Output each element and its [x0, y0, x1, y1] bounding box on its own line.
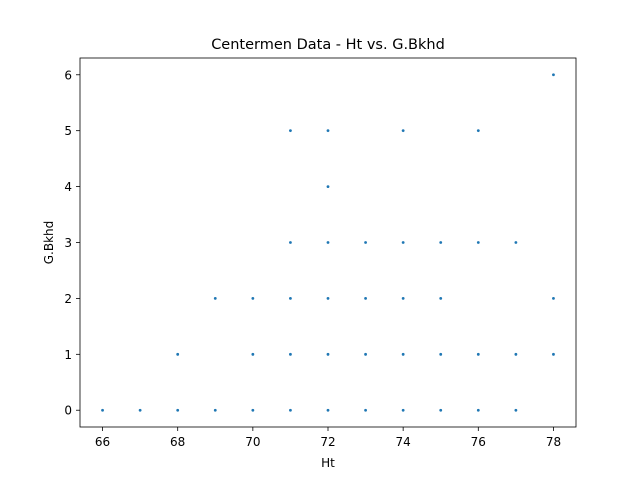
y-tick-label: 6 [64, 68, 72, 82]
data-point [476, 352, 480, 356]
data-point [213, 297, 217, 300]
data-point [401, 241, 405, 244]
data-point [439, 408, 443, 412]
data-point [326, 408, 330, 412]
data-point [251, 297, 255, 300]
data-point [552, 297, 555, 300]
data-point [401, 408, 405, 412]
data-point [289, 297, 292, 300]
data-point [401, 297, 405, 300]
data-point [476, 408, 480, 412]
data-point [514, 241, 518, 244]
data-point [176, 408, 180, 412]
data-point [364, 241, 367, 244]
data-point [289, 129, 292, 133]
data-point [476, 241, 480, 244]
x-axis-label: Ht [321, 456, 335, 470]
y-tick-label: 1 [64, 348, 72, 362]
chart-title: Centermen Data - Ht vs. G.Bkhd [211, 37, 445, 53]
data-point [138, 408, 142, 412]
data-point [514, 352, 518, 356]
data-point [326, 297, 330, 300]
data-point [326, 352, 330, 356]
data-points [101, 73, 555, 412]
data-point [439, 241, 443, 244]
data-point [289, 241, 292, 244]
x-tick-label: 78 [546, 435, 561, 449]
x-tick-label: 70 [245, 435, 260, 449]
y-tick-label: 5 [64, 124, 72, 138]
x-tick-label: 66 [95, 435, 110, 449]
data-point [364, 297, 367, 300]
x-tick-label: 68 [170, 435, 185, 449]
data-point [251, 352, 255, 356]
data-point [364, 408, 367, 412]
plot-frame [79, 57, 577, 428]
y-axis-label: G.Bkhd [42, 221, 56, 265]
data-point [326, 241, 330, 244]
x-tick-label: 76 [471, 435, 486, 449]
y-tick-label: 2 [64, 292, 72, 306]
data-point [552, 73, 555, 77]
x-axis-ticks: 66 68 70 72 74 76 78 [95, 427, 561, 449]
data-point [439, 352, 443, 356]
data-point [101, 408, 104, 412]
data-point [514, 408, 518, 412]
data-point [326, 129, 330, 133]
data-point [552, 352, 555, 356]
y-tick-label: 4 [64, 180, 72, 194]
y-tick-label: 3 [64, 236, 72, 250]
data-point [439, 297, 443, 300]
data-point [251, 408, 255, 412]
data-point [476, 129, 480, 133]
data-point [326, 185, 330, 188]
y-tick-label: 0 [64, 404, 72, 418]
x-tick-label: 72 [320, 435, 335, 449]
data-point [289, 408, 292, 412]
data-point [213, 408, 217, 412]
data-point [364, 352, 367, 356]
data-point [401, 352, 405, 356]
data-point [289, 352, 292, 356]
x-tick-label: 74 [396, 435, 411, 449]
y-axis-ticks: 0 1 2 3 4 5 6 [64, 68, 80, 418]
data-point [176, 352, 180, 356]
data-point [401, 129, 405, 133]
